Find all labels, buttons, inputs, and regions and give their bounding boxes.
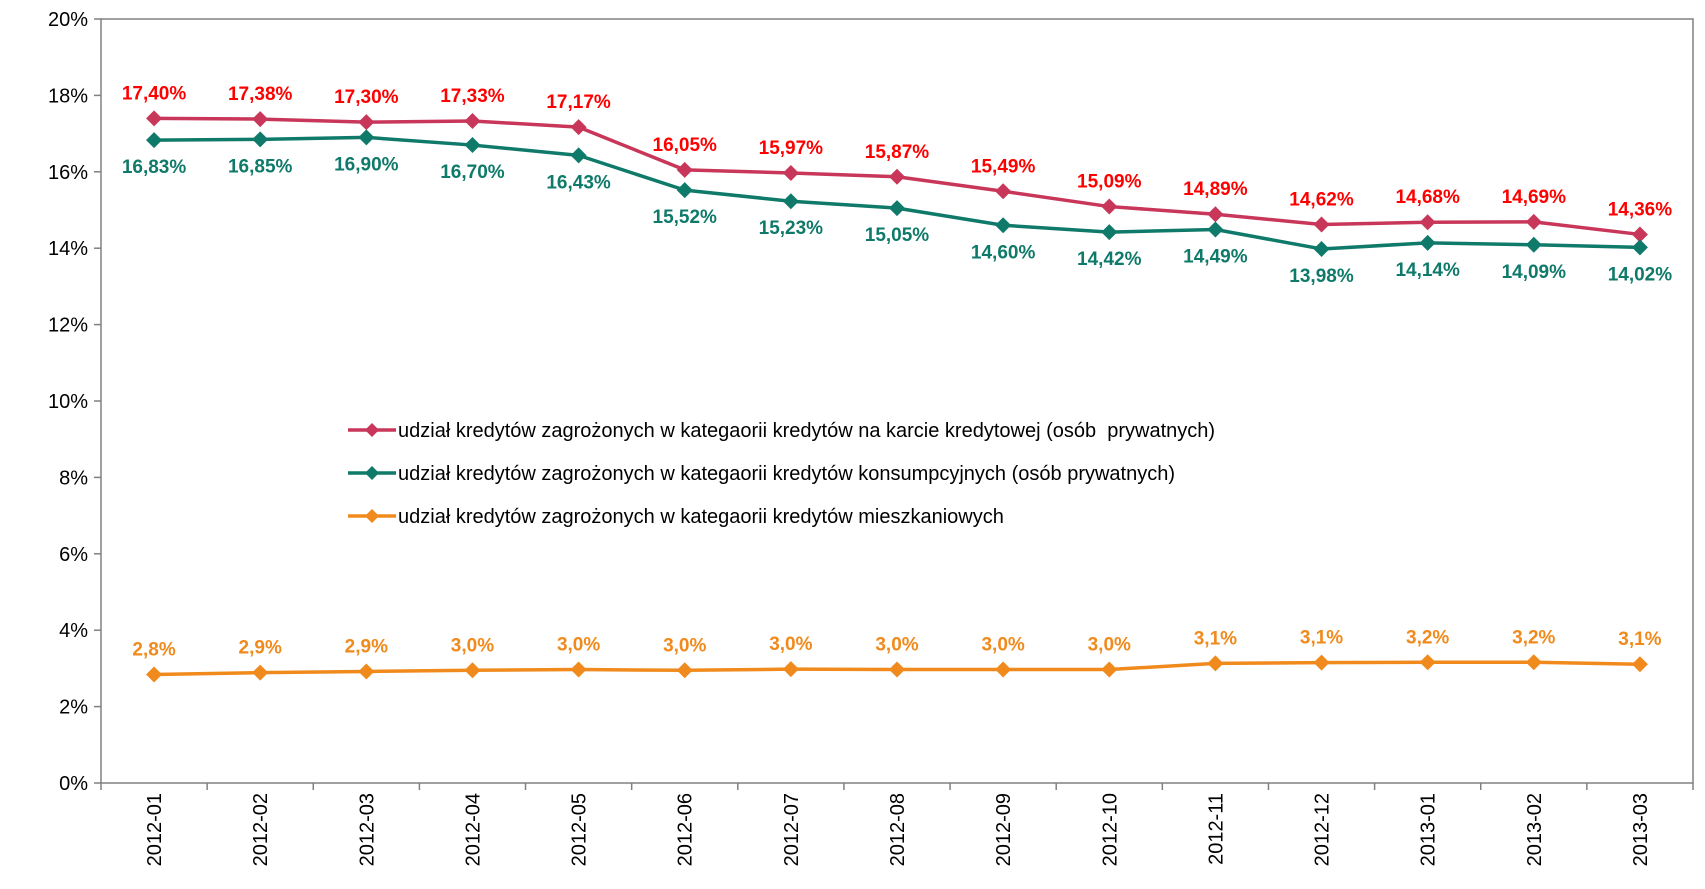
x-tick-label: 2013-03 (1630, 793, 1652, 866)
legend-item-1: udział kredytów zagrożonych w kategaorii… (348, 420, 1215, 442)
x-tick-label: 2012-09 (993, 793, 1015, 866)
data-label: 16,43% (546, 172, 611, 193)
data-label: 17,38% (228, 84, 293, 105)
data-label: 3,0% (663, 635, 706, 656)
x-tick-label: 2012-12 (1312, 793, 1334, 866)
data-label: 14,14% (1395, 260, 1460, 281)
x-tick-label: 2012-01 (144, 793, 166, 866)
data-label: 16,83% (122, 157, 187, 178)
legend-label: udział kredytów zagrożonych w kategaorii… (398, 420, 1215, 442)
x-tick-label: 2012-10 (1099, 793, 1121, 866)
data-label: 17,33% (440, 86, 505, 107)
x-tick-label: 2012-07 (781, 793, 803, 866)
data-label: 3,1% (1300, 628, 1343, 649)
x-tick-label: 2012-08 (887, 793, 909, 866)
data-label: 13,98% (1289, 266, 1354, 287)
x-tick-label: 2013-01 (1418, 793, 1440, 866)
legend-label: udział kredytów zagrożonych w kategaorii… (398, 506, 1004, 528)
data-label: 2,9% (345, 636, 388, 657)
data-label: 15,87% (865, 142, 930, 163)
data-label: 3,0% (769, 634, 812, 655)
y-tick-label: 20% (48, 9, 88, 31)
data-label: 16,85% (228, 156, 293, 177)
y-tick-label: 12% (48, 315, 88, 337)
data-label: 3,0% (875, 635, 918, 656)
y-axis: 0% 2% 4% 6% 8% 10% 12% 14% 16% 18% 20% (48, 9, 101, 795)
data-label: 14,36% (1608, 199, 1673, 220)
data-label: 17,17% (546, 92, 611, 113)
data-label: 16,90% (334, 154, 399, 175)
data-label: 3,2% (1406, 627, 1449, 648)
data-label: 16,05% (653, 135, 718, 156)
data-label: 3,1% (1618, 629, 1661, 650)
data-label: 3,1% (1194, 628, 1237, 649)
data-label: 3,2% (1512, 627, 1555, 648)
data-label: 17,30% (334, 87, 399, 108)
data-label: 15,23% (759, 218, 824, 239)
data-label: 3,0% (981, 635, 1024, 656)
y-tick-label: 4% (59, 620, 88, 642)
data-label: 15,52% (653, 207, 718, 228)
y-tick-label: 6% (59, 544, 88, 566)
x-axis: 2012-01 2012-02 2012-03 2012-04 2012-05 2012-… (101, 783, 1693, 866)
data-label: 3,0% (451, 635, 494, 656)
data-label: 3,0% (557, 635, 600, 656)
legend-item-3: udział kredytów zagrożonych w kategaorii… (348, 506, 1004, 528)
data-label: 15,49% (971, 156, 1036, 177)
y-tick-label: 16% (48, 162, 88, 184)
y-tick-label: 2% (59, 697, 88, 719)
y-tick-label: 0% (59, 773, 88, 795)
data-label: 14,42% (1077, 249, 1142, 270)
y-tick-label: 14% (48, 238, 88, 260)
data-label: 15,97% (759, 138, 824, 159)
data-label: 3,0% (1088, 635, 1131, 656)
x-tick-label: 2012-05 (569, 793, 591, 866)
y-tick-label: 10% (48, 391, 88, 413)
legend-label: udział kredytów zagrożonych w kategaorii… (398, 463, 1175, 485)
data-label: 14,60% (971, 242, 1036, 263)
x-tick-label: 2013-02 (1524, 793, 1546, 866)
data-label: 14,62% (1289, 190, 1354, 211)
data-label: 2,9% (239, 638, 282, 659)
x-tick-label: 2012-11 (1205, 793, 1227, 865)
data-label: 14,02% (1608, 264, 1673, 285)
x-tick-label: 2012-02 (250, 793, 272, 866)
data-label: 14,69% (1502, 187, 1567, 208)
x-tick-label: 2012-03 (356, 793, 378, 866)
x-tick-label: 2012-04 (462, 793, 484, 866)
data-label: 16,70% (440, 162, 505, 183)
data-label: 14,09% (1502, 262, 1567, 283)
data-label: 14,68% (1395, 187, 1460, 208)
x-tick-label: 2012-06 (675, 793, 697, 866)
data-label: 15,05% (865, 225, 930, 246)
data-label: 15,09% (1077, 172, 1142, 193)
data-label: 2,8% (132, 640, 175, 661)
data-label: 17,40% (122, 83, 187, 104)
data-label: 14,89% (1183, 179, 1248, 200)
y-tick-label: 8% (59, 467, 88, 489)
legend-item-2: udział kredytów zagrożonych w kategaorii… (348, 463, 1175, 485)
data-label: 14,49% (1183, 246, 1248, 267)
y-tick-label: 18% (48, 85, 88, 107)
